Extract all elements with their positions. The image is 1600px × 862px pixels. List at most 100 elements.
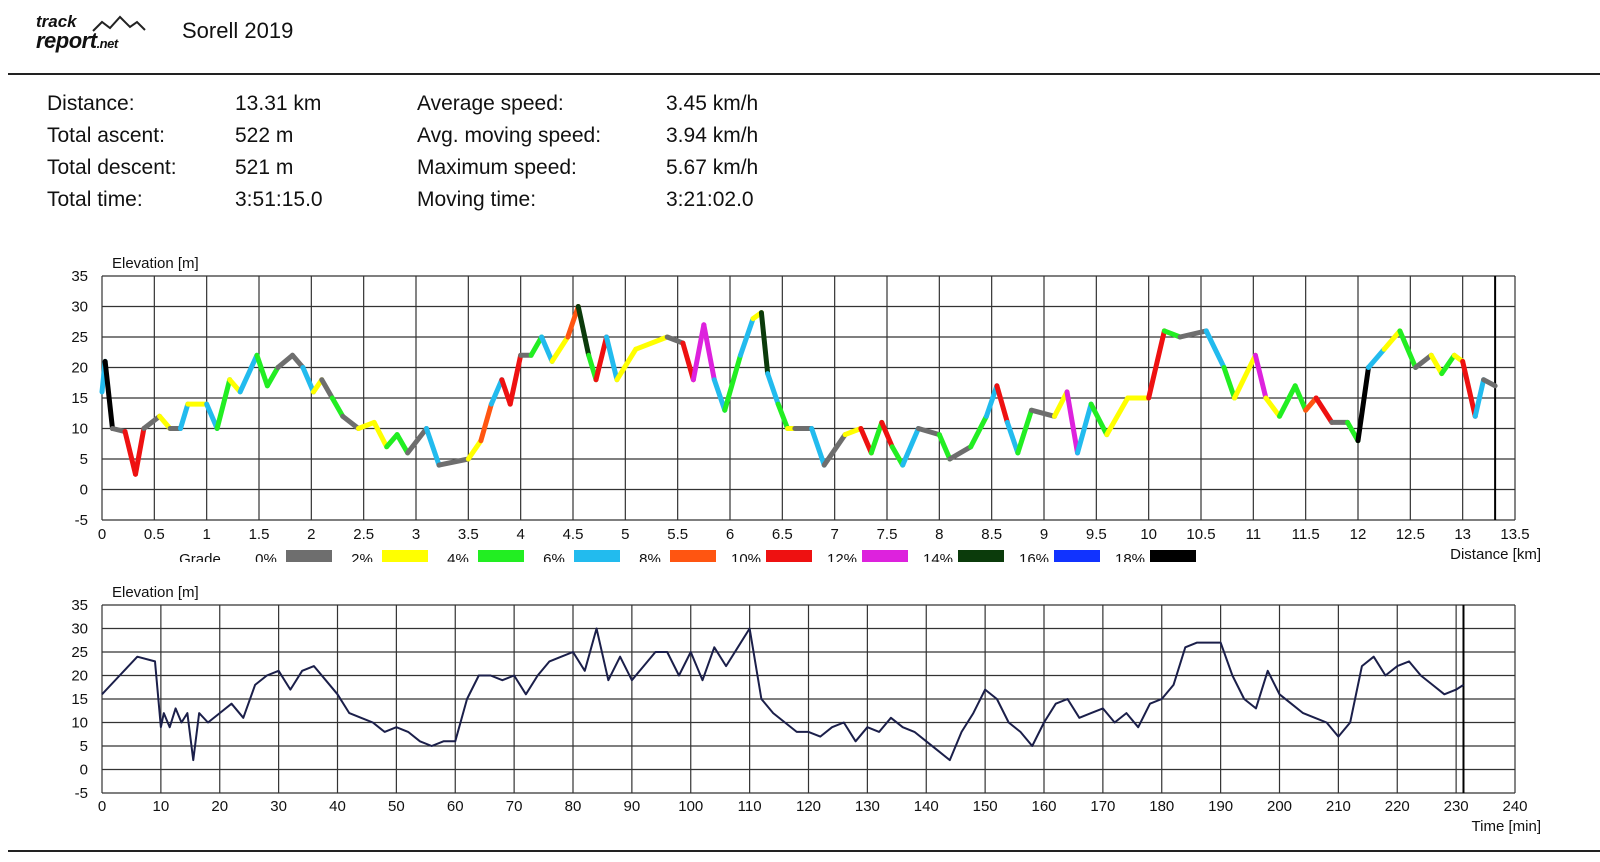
x-tick-label: 6 <box>726 526 734 543</box>
grade-segment <box>879 419 895 450</box>
x-tick-label: 12.5 <box>1396 526 1425 543</box>
stat-label: Distance: <box>47 92 135 115</box>
legend-title: Grade <box>179 551 221 562</box>
legend-swatch <box>478 550 524 562</box>
grade-segment <box>1277 383 1298 419</box>
x-tick-label: 3 <box>412 526 420 543</box>
legend-swatch <box>382 550 428 562</box>
x-tick-label: 140 <box>914 798 939 815</box>
grade-segment <box>842 426 864 438</box>
grade-segment <box>680 340 696 383</box>
x-tick-label: 30 <box>270 798 287 815</box>
grade-segment <box>102 358 115 431</box>
grade-segment <box>384 432 400 450</box>
grade-segment <box>340 413 361 431</box>
legend-label: 0% <box>255 551 277 562</box>
stats-labels-left: Distance: Total ascent: Total descent: T… <box>47 88 177 216</box>
grade-segment <box>157 413 173 431</box>
stat-label: Maximum speed: <box>417 156 577 179</box>
grade-segment <box>355 419 377 431</box>
stat-label: Total ascent: <box>47 124 165 147</box>
grade-segment <box>565 304 581 340</box>
elevation-time-chart: 0 10 20 30 40 50 60 70 80 90 100 110 120 130 140 150 160… <box>71 584 1541 835</box>
legend-label: 10% <box>731 551 761 562</box>
x-tick-label: 50 <box>388 798 405 815</box>
legend-swatch <box>1150 550 1196 562</box>
grade-segment <box>275 352 295 370</box>
grade-segment <box>1481 377 1498 389</box>
x-tick-label: 6.5 <box>772 526 793 543</box>
grade-segment <box>775 401 791 431</box>
x-tick-label: 1.5 <box>249 526 270 543</box>
grade-segment <box>603 334 620 383</box>
x-tick-label: 1 <box>202 526 210 543</box>
logo-word-report: report.net <box>36 28 118 53</box>
legend-label: 8% <box>639 551 661 562</box>
grade-segment <box>633 334 670 352</box>
stat-value-ascent: 522 m <box>235 124 294 147</box>
x-tick-label: 0 <box>98 526 106 543</box>
grade-segment <box>539 334 555 364</box>
grade-segment <box>936 432 953 462</box>
legend-label: 6% <box>543 551 565 562</box>
x-tick-label: 5.5 <box>667 526 688 543</box>
x-tick-label: 11.5 <box>1292 526 1320 543</box>
grade-segment <box>1203 328 1227 370</box>
grade-segment <box>765 371 781 407</box>
grade-segment <box>405 426 429 456</box>
legend-label: 14% <box>923 551 953 562</box>
y-tick-label: 10 <box>71 715 88 732</box>
y-tick-label: 20 <box>71 360 88 377</box>
stats-values-right: 3.45 km/h 3.94 km/h 5.67 km/h 3:21:02.0 <box>666 88 758 216</box>
grade-segment <box>737 316 756 358</box>
grade-segment <box>868 419 885 456</box>
grade-segment <box>141 413 163 431</box>
grade-segment <box>701 322 717 383</box>
legend-swatch <box>670 550 716 562</box>
grade-segment <box>1355 365 1371 444</box>
x-tick-label: 220 <box>1385 798 1410 815</box>
legend-label: 4% <box>447 551 469 562</box>
y-tick-label: 25 <box>71 329 88 346</box>
x-tick-label: 4 <box>516 526 524 543</box>
grade-segment <box>994 383 1010 425</box>
footer-divider <box>8 850 1600 852</box>
y-tick-label: 5 <box>80 451 88 468</box>
trackreport-logo[interactable]: track report.net <box>34 12 154 53</box>
x-tick-label: 130 <box>855 798 880 815</box>
grade-segment <box>507 352 524 407</box>
grade-segment <box>1460 358 1478 419</box>
y-tick-label: -5 <box>75 785 88 802</box>
grade-segment <box>664 334 686 346</box>
x-tick-label: 190 <box>1208 798 1233 815</box>
grade-segment <box>1177 328 1209 340</box>
x-tick-label: 170 <box>1090 798 1115 815</box>
stat-value-avg-moving-speed: 3.94 km/h <box>666 124 759 147</box>
y-axis-label: Elevation [m] <box>112 255 199 272</box>
y-tick-label: 5 <box>80 738 88 755</box>
x-tick-label: 240 <box>1502 798 1527 815</box>
legend-label: 16% <box>1019 551 1049 562</box>
x-tick-label: 10.5 <box>1186 526 1215 543</box>
legend-swatch <box>286 550 332 562</box>
x-tick-label: 2 <box>307 526 315 543</box>
y-tick-label: 10 <box>71 421 88 438</box>
grade-segment <box>1104 395 1131 438</box>
y-tick-label: 35 <box>71 268 88 285</box>
x-tick-label: 12 <box>1350 526 1367 543</box>
stat-label: Avg. moving speed: <box>417 124 602 147</box>
grade-segment <box>465 438 484 462</box>
grade-segment <box>575 304 592 358</box>
x-tick-label: 5 <box>621 526 629 543</box>
grade-segment <box>1161 328 1183 340</box>
grade-segment <box>204 401 220 431</box>
logo-word-track: track <box>36 12 77 31</box>
legend-swatch <box>958 550 1004 562</box>
x-tick-label: 13.5 <box>1500 526 1529 543</box>
grade-segment <box>614 346 639 383</box>
grade-segment <box>394 432 411 456</box>
x-tick-label: 11 <box>1246 526 1262 543</box>
grade-segment <box>900 426 921 468</box>
x-tick-label: 100 <box>678 798 703 815</box>
x-tick-label: 150 <box>973 798 998 815</box>
